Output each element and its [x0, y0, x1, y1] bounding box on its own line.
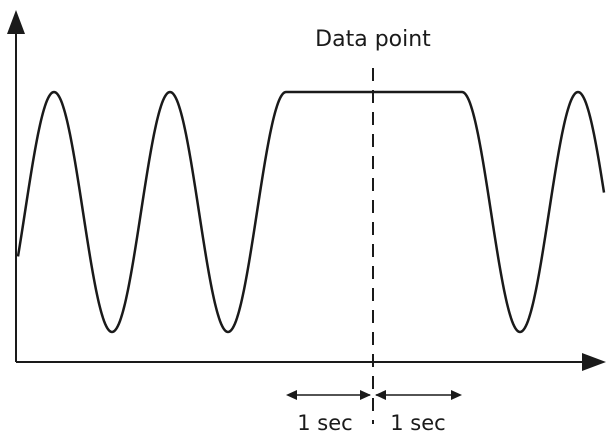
right-interval-arrow [375, 390, 462, 400]
right-interval-label: 1 sec [390, 411, 445, 434]
left-interval-label: 1 sec [297, 411, 352, 434]
data-point-label: Data point [315, 27, 431, 52]
x-axis-arrowhead [582, 353, 606, 371]
y-axis-arrowhead [7, 10, 25, 34]
left-interval-arrow [286, 390, 371, 400]
signal-waveform [16, 90, 606, 334]
